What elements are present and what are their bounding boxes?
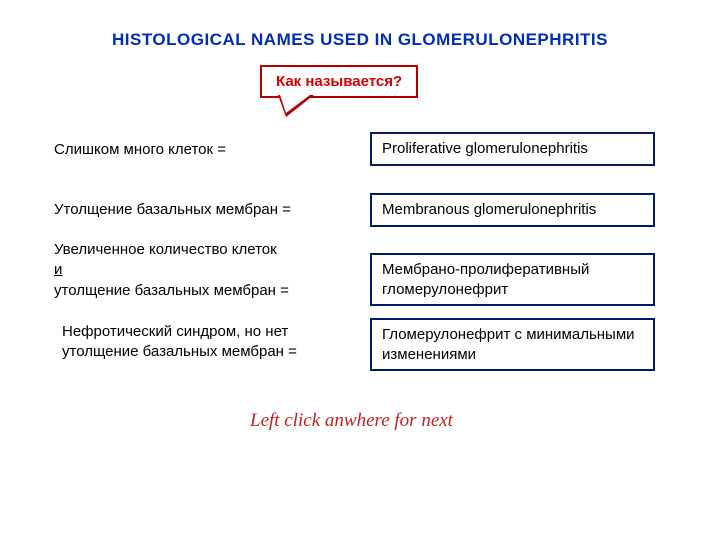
question-callout: Как называется? bbox=[260, 65, 418, 98]
answer-box-1: Membranous glomerulonephritis bbox=[370, 193, 655, 227]
answer-box-3: Гломерулонефрит с минимальными изменения… bbox=[370, 318, 655, 371]
definition-text-3: Нефротический синдром, но нет утолщение … bbox=[62, 322, 322, 363]
definition-text-1: Утолщение базальных мембран = bbox=[54, 200, 291, 220]
definition-text-0: Слишком много клеток = bbox=[54, 140, 226, 160]
answer-box-2: Мембрано-пролиферативный гломерулонефрит bbox=[370, 253, 655, 306]
slide-title: HISTOLOGICAL NAMES USED IN GLOMERULONEPH… bbox=[0, 30, 720, 50]
next-instruction[interactable]: Left click anwhere for next bbox=[250, 410, 453, 432]
answer-box-0: Proliferative glomerulonephritis bbox=[370, 132, 655, 166]
definition-text-2: Увеличенное количество клетокиутолщение … bbox=[54, 240, 289, 301]
